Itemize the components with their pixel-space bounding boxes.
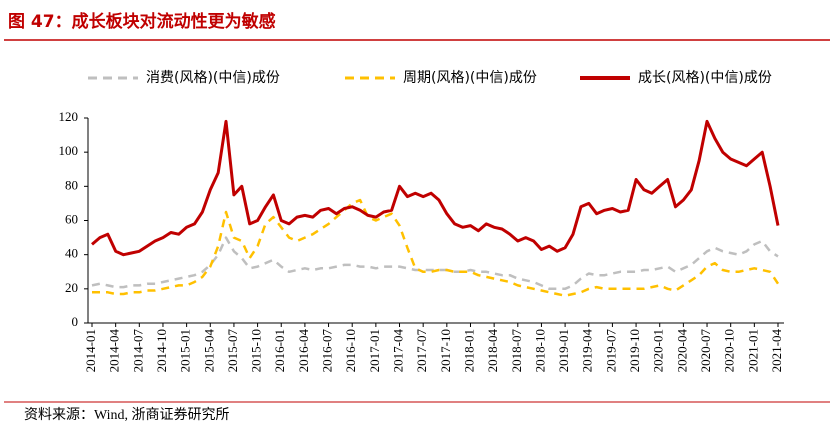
y-tick-label: 20 xyxy=(65,280,78,295)
y-tick-label: 60 xyxy=(65,211,78,226)
source-note: 资料来源：Wind, 浙商证券研究所 xyxy=(24,407,230,423)
x-tick-label: 2017-07 xyxy=(414,329,429,373)
x-tick-label: 2015-07 xyxy=(225,329,240,373)
x-tick-label: 2014-07 xyxy=(130,329,145,373)
x-tick-label: 2019-04 xyxy=(580,329,595,373)
x-tick-label: 2020-07 xyxy=(698,329,713,373)
legend-label: 成长(风格)(中信)成份 xyxy=(638,70,772,86)
x-tick-label: 2018-07 xyxy=(509,329,524,373)
x-tick-label: 2021-04 xyxy=(769,329,784,373)
x-tick-label: 2014-01 xyxy=(83,329,98,372)
x-tick-label: 2016-10 xyxy=(343,329,358,372)
x-tick-label: 2014-04 xyxy=(107,329,122,373)
x-tick-label: 2020-01 xyxy=(651,329,666,372)
chart-title: 图 47：成长板块对流动性更为敏感 xyxy=(8,11,276,32)
series-line xyxy=(92,198,780,297)
x-tick-label: 2018-10 xyxy=(532,329,547,372)
x-tick-label: 2017-10 xyxy=(438,329,453,372)
x-tick-label: 2015-04 xyxy=(201,329,216,373)
x-tick-label: 2017-01 xyxy=(367,329,382,372)
x-tick-label: 2015-01 xyxy=(178,329,193,372)
x-tick-label: 2019-10 xyxy=(627,329,642,372)
x-tick-label: 2020-10 xyxy=(722,329,737,372)
legend-label: 消费(风格)(中信)成份 xyxy=(146,70,280,86)
y-tick-label: 100 xyxy=(59,143,79,158)
x-tick-label: 2019-01 xyxy=(556,329,571,372)
y-tick-label: 120 xyxy=(59,109,79,124)
x-tick-label: 2015-10 xyxy=(249,329,264,372)
x-tick-label: 2018-01 xyxy=(461,329,476,372)
x-tick-label: 2014-10 xyxy=(154,329,169,372)
series-line xyxy=(91,236,779,291)
series-line xyxy=(91,119,780,257)
x-tick-label: 2021-01 xyxy=(745,329,760,372)
x-tick-label: 2016-01 xyxy=(272,329,287,372)
x-tick-label: 2017-04 xyxy=(391,329,406,373)
y-tick-label: 0 xyxy=(72,314,79,329)
x-tick-label: 2019-07 xyxy=(603,329,618,373)
x-tick-label: 2016-04 xyxy=(296,329,311,373)
x-tick-label: 2016-07 xyxy=(320,329,335,373)
y-tick-label: 80 xyxy=(65,177,78,192)
y-tick-label: 40 xyxy=(65,246,78,261)
x-tick-label: 2020-04 xyxy=(674,329,689,373)
legend-label: 周期(风格)(中信)成份 xyxy=(403,70,537,86)
x-tick-label: 2018-04 xyxy=(485,329,500,373)
